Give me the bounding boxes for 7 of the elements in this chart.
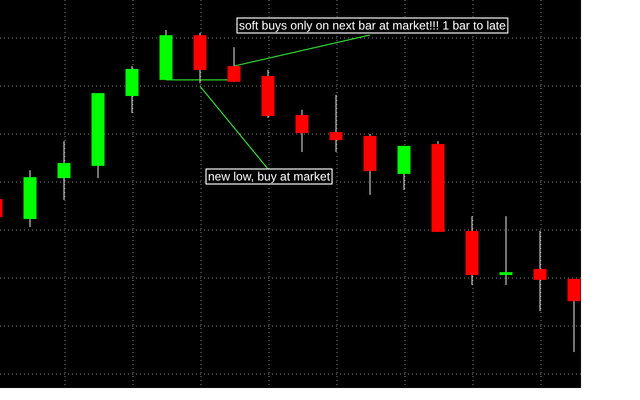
candlestick (330, 94, 342, 153)
candlestick (228, 46, 240, 82)
candlestick (534, 230, 546, 312)
candlestick (58, 140, 70, 201)
candlestick (296, 109, 308, 153)
candlestick (500, 216, 512, 286)
candlestick (568, 278, 580, 352)
